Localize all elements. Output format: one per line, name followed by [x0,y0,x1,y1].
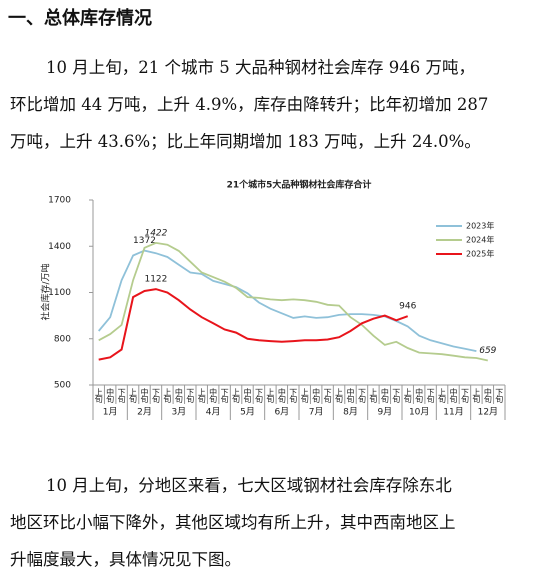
x-tick-label: 上旬 [472,388,481,404]
x-tick-label: 中旬 [346,387,355,404]
x-tick-label: 下旬 [289,388,298,404]
x-tick-label: 上旬 [197,388,206,404]
x-tick-label: 上旬 [438,388,447,404]
x-tick-label: 下旬 [392,388,401,404]
month-label: 3月 [171,407,186,418]
y-tick-label: 1100 [48,288,71,298]
x-tick-label: 下旬 [220,388,229,404]
x-tick-label: 下旬 [426,388,435,404]
x-tick-label: 上旬 [232,388,241,404]
x-tick-label: 上旬 [94,388,103,404]
section-heading: 一、总体库存情况 [8,8,152,29]
x-tick-label: 下旬 [151,388,160,404]
data-label: 1122 [144,275,167,285]
text-line: 10 月上旬，分地区来看，七大区域钢材社会库存除东北 [46,476,452,495]
x-tick-label: 中旬 [449,387,458,404]
x-tick-label: 中旬 [209,387,218,404]
legend-label: 2024年 [466,235,494,245]
x-tick-label: 上旬 [163,388,172,404]
data-label: 659 [479,346,496,356]
x-tick-label: 中旬 [415,387,424,404]
x-tick-label: 上旬 [266,388,275,404]
x-tick-label: 中旬 [277,387,286,404]
month-label: 5月 [240,407,255,418]
x-tick-label: 下旬 [357,388,366,404]
x-tick-label: 下旬 [323,388,332,404]
x-tick-label: 下旬 [186,388,195,404]
legend-label: 2025年 [466,249,494,259]
x-tick-label: 下旬 [117,388,126,404]
x-tick-label: 中旬 [380,387,389,404]
month-label: 8月 [343,407,358,418]
month-label: 12月 [478,407,498,418]
month-label: 11月 [443,407,463,418]
series-line [98,288,409,361]
month-label: 1月 [103,407,118,418]
y-tick-label: 800 [54,334,71,344]
text-line: 升幅度最大，具体情况见下图。 [10,550,241,569]
x-tick-label: 下旬 [254,388,263,404]
chart: 21个城市5大品种钢材社会库存合计 社会库存/万吨 500 800 1100 1400… [40,179,506,420]
month-label: 9月 [377,407,392,418]
x-tick-label: 中旬 [174,387,183,404]
text-line: 环比增加 44 万吨，上升 4.9%，库存由降转升；比年初增加 287 [10,95,489,114]
x-tick-label: 中旬 [312,387,321,404]
x-tick-label: 中旬 [483,387,492,404]
y-tick-label: 500 [54,381,71,391]
month-label: 7月 [309,407,324,418]
chart-title: 21个城市5大品种钢材社会库存合计 [227,179,372,191]
x-tick-label: 下旬 [460,388,469,404]
y-axis-label: 社会库存/万吨 [40,263,52,320]
text-line: 地区环比小幅下降外，其他区域均有所上升，其中西南地区上 [10,513,456,532]
month-label: 10月 [409,407,429,418]
x-tick-label: 上旬 [335,388,344,404]
month-label: 6月 [274,407,289,418]
x-tick-label: 中旬 [243,387,252,404]
y-tick-label: 1700 [48,196,71,206]
legend-label: 2023年 [466,221,494,231]
month-label: 4月 [206,407,221,418]
x-tick-label: 上旬 [300,388,309,404]
text-line: 万吨，上升 43.6%；比上年同期增加 183 万吨，上升 24.0%。 [10,132,481,151]
month-label: 2月 [137,407,152,418]
series-line [98,241,488,362]
x-tick-label: 上旬 [403,388,412,404]
y-tick-label: 1400 [48,242,71,252]
data-label: 1422 [144,228,167,238]
text-line: 10 月上旬，21 个城市 5 大品种钢材社会库存 946 万吨， [46,58,475,77]
x-tick-label: 下旬 [495,388,504,404]
series-line [98,249,477,352]
x-tick-label: 上旬 [369,388,378,404]
data-label: 1372 [133,236,156,246]
x-tick-label: 上旬 [129,388,138,404]
x-tick-label: 中旬 [140,387,149,404]
data-label: 946 [399,302,416,312]
x-tick-label: 中旬 [106,387,115,404]
